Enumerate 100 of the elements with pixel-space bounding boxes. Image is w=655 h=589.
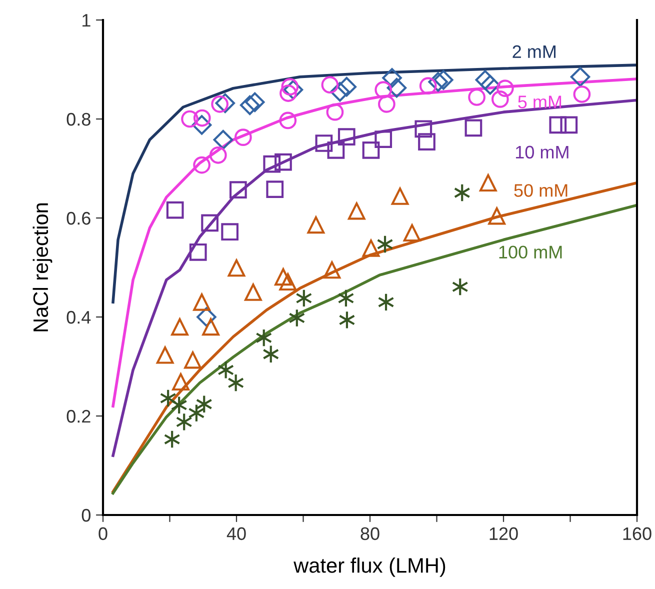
point [496,80,514,97]
point [156,346,174,364]
point [414,120,432,138]
series-label: 5 mM [518,96,562,108]
point [374,81,392,98]
point [244,92,265,112]
point [196,394,212,414]
point [362,142,380,159]
x-tick-label: 40 [226,527,246,540]
point [262,344,280,364]
y-tick-label: 0 [82,508,90,522]
point [172,373,190,391]
point [376,234,394,254]
point [288,308,306,328]
point [176,412,192,432]
point [274,153,292,171]
point [211,95,228,113]
point [188,404,205,422]
point [434,70,454,90]
point [240,95,260,116]
point [464,119,482,137]
y-tick-label: 0.8 [66,112,90,126]
point [279,273,297,291]
x-tick-label: 0 [98,527,108,540]
point [374,130,392,148]
point [479,174,497,192]
point [570,67,590,87]
point [468,88,486,106]
y-tick-label: 0.6 [66,212,90,225]
point [391,188,409,205]
point [323,261,341,279]
point [209,146,227,164]
point [480,74,500,95]
point [256,328,272,348]
point [336,76,357,97]
point [166,201,184,219]
point [202,318,220,336]
y-tick-label: 1 [82,14,90,27]
point [234,128,252,146]
point [315,134,333,152]
point [307,216,325,234]
x-tick-label: 160 [623,527,652,540]
point [184,351,202,369]
point [229,181,247,198]
line-series [112,78,637,408]
line-series [112,64,637,304]
point [338,310,356,330]
point [326,103,344,121]
point [274,268,292,286]
point [228,259,246,277]
point [281,78,299,96]
point [573,86,591,103]
point [192,115,212,135]
point [160,388,176,408]
point [452,277,468,296]
point [419,77,437,95]
series-label: 50 mM [514,184,568,197]
y-tick-label: 0.2 [66,410,90,423]
point [215,93,236,114]
point [327,142,345,159]
point [338,128,356,146]
x-tick-label: 80 [360,527,380,540]
point [403,224,421,242]
series-label: 2 mM [512,45,556,58]
point [348,202,366,220]
point [362,240,380,257]
point [218,360,234,380]
point [475,70,496,90]
point [549,116,567,134]
x-tick-label: 120 [490,527,518,540]
point [386,78,407,98]
point [296,288,312,308]
point [266,180,284,198]
point [228,373,244,392]
x-axis-title: water flux (LMH) [294,558,446,577]
point [321,76,339,94]
point [283,80,304,100]
point [263,155,281,173]
point [338,288,354,308]
point [196,307,216,327]
point [378,95,396,113]
point [164,430,180,449]
point [382,68,402,88]
point [213,130,234,150]
point [171,318,188,336]
point [189,243,207,261]
point [330,82,350,102]
point [280,84,297,102]
point [244,284,262,301]
point [279,112,297,130]
point [560,116,578,134]
point [181,110,198,128]
point [193,293,210,311]
point [170,396,188,414]
point [193,109,211,127]
point [418,133,436,150]
point [221,223,239,241]
point [491,90,509,108]
y-axis-title: NaCl rejection [32,203,52,332]
point [454,183,470,202]
